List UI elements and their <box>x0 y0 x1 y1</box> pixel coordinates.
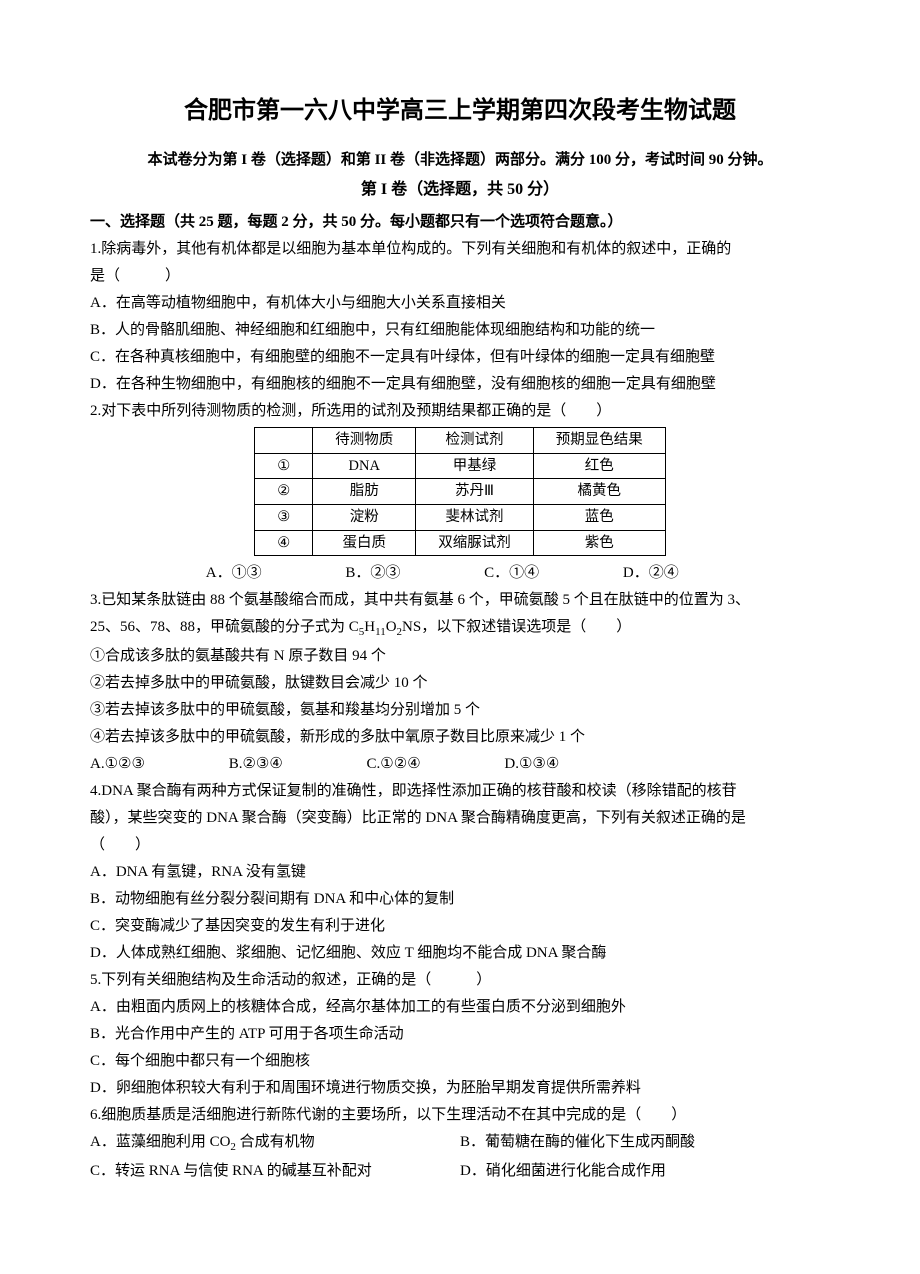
q2-option-b: B．②③ <box>345 560 400 587</box>
section-header: 一、选择题（共 25 题，每题 2 分，共 50 分。每小题都只有一个选项符合题… <box>90 209 830 236</box>
q3-option-d: D.①③④ <box>504 751 559 778</box>
q3-statement-1: ①合成该多肽的氨基酸共有 N 原子数目 94 个 <box>90 643 830 670</box>
q3-option-a: A.①②③ <box>90 751 145 778</box>
q2-options: A．①③ B．②③ C．①④ D．②④ <box>90 560 830 587</box>
q4-stem: 4.DNA 聚合酶有两种方式保证复制的准确性，即选择性添加正确的核苷酸和校读（移… <box>90 778 830 805</box>
q2-option-a: A．①③ <box>206 560 262 587</box>
q4-stem-3: （ ） <box>90 832 830 859</box>
table-cell: 红色 <box>533 453 665 479</box>
q4-option-d: D．人体成熟红细胞、浆细胞、记忆细胞、效应 T 细胞均不能合成 DNA 聚合酶 <box>90 940 830 967</box>
table-cell: 淀粉 <box>313 504 416 530</box>
q3-option-c: C.①②④ <box>367 751 421 778</box>
q2-option-d: D．②④ <box>623 560 679 587</box>
q3-statement-3: ③若去掉该多肽中的甲硫氨酸，氨基和羧基均分别增加 5 个 <box>90 697 830 724</box>
table-header: 待测物质 <box>313 427 416 453</box>
q3-option-b: B.②③④ <box>229 751 283 778</box>
detection-table: 待测物质 检测试剂 预期显色结果 ① DNA 甲基绿 红色 ② 脂肪 苏丹Ⅲ 橘… <box>254 427 666 556</box>
q3-options: A.①②③ B.②③④ C.①②④ D.①③④ <box>90 751 830 778</box>
q1-option-b: B．人的骨骼肌细胞、神经细胞和红细胞中，只有红细胞能体现细胞结构和功能的统一 <box>90 317 830 344</box>
q3-statement-2: ②若去掉多肽中的甲硫氨酸，肽键数目会减少 10 个 <box>90 670 830 697</box>
q5-stem: 5.下列有关细胞结构及生命活动的叙述，正确的是（ ） <box>90 967 830 994</box>
q5-option-b: B．光合作用中产生的 ATP 可用于各项生命活动 <box>90 1021 830 1048</box>
q6-option-a: A．蓝藻细胞利用 CO2 合成有机物 <box>90 1129 460 1158</box>
q5-option-a: A．由粗面内质网上的核糖体合成，经高尔基体加工的有些蛋白质不分泌到细胞外 <box>90 994 830 1021</box>
table-header: 检测试剂 <box>416 427 534 453</box>
q4-stem-2: 酸），某些突变的 DNA 聚合酶（突变酶）比正常的 DNA 聚合酶精确度更高，下… <box>90 805 830 832</box>
table-cell: 苏丹Ⅲ <box>416 479 534 505</box>
table-cell: 双缩脲试剂 <box>416 530 534 556</box>
table-cell: ① <box>255 453 313 479</box>
table-cell: ③ <box>255 504 313 530</box>
q3-stem: 3.已知某条肽链由 88 个氨基酸缩合而成，其中共有氨基 6 个，甲硫氨酸 5 … <box>90 587 830 614</box>
table-cell: 甲基绿 <box>416 453 534 479</box>
q6-option-d: D．硝化细菌进行化能合成作用 <box>460 1158 830 1185</box>
part-header: 第 I 卷（选择题，共 50 分） <box>90 176 830 205</box>
table-cell: ④ <box>255 530 313 556</box>
table-cell: DNA <box>313 453 416 479</box>
q1-stem-2: 是（ ） <box>90 263 830 290</box>
table-cell: 橘黄色 <box>533 479 665 505</box>
table-cell: 蓝色 <box>533 504 665 530</box>
table-header <box>255 427 313 453</box>
q6-option-b: B．葡萄糖在酶的催化下生成丙酮酸 <box>460 1129 830 1158</box>
q1-stem: 1.除病毒外，其他有机体都是以细胞为基本单位构成的。下列有关细胞和有机体的叙述中… <box>90 236 830 263</box>
q2-stem: 2.对下表中所列待测物质的检测，所选用的试剂及预期结果都正确的是（ ） <box>90 398 830 425</box>
table-cell: 斐林试剂 <box>416 504 534 530</box>
q1-option-c: C．在各种真核细胞中，有细胞壁的细胞不一定具有叶绿体，但有叶绿体的细胞一定具有细… <box>90 344 830 371</box>
q3-statement-4: ④若去掉该多肽中的甲硫氨酸，新形成的多肽中氧原子数目比原来减少 1 个 <box>90 724 830 751</box>
q2-option-c: C．①④ <box>484 560 539 587</box>
q5-option-d: D．卵细胞体积较大有利于和周围环境进行物质交换，为胚胎早期发育提供所需养料 <box>90 1075 830 1102</box>
table-cell: 蛋白质 <box>313 530 416 556</box>
table-cell: 脂肪 <box>313 479 416 505</box>
table-header: 预期显色结果 <box>533 427 665 453</box>
document-subtitle: 本试卷分为第 I 卷（选择题）和第 II 卷（非选择题）两部分。满分 100 分… <box>90 147 830 174</box>
table-cell: ② <box>255 479 313 505</box>
q4-option-c: C．突变酶减少了基因突变的发生有利于进化 <box>90 913 830 940</box>
document-title: 合肥市第一六八中学高三上学期第四次段考生物试题 <box>90 90 830 133</box>
q5-option-c: C．每个细胞中都只有一个细胞核 <box>90 1048 830 1075</box>
q6-stem: 6.细胞质基质是活细胞进行新陈代谢的主要场所，以下生理活动不在其中完成的是（ ） <box>90 1102 830 1129</box>
q6-option-c: C．转运 RNA 与信使 RNA 的碱基互补配对 <box>90 1158 460 1185</box>
q4-option-b: B．动物细胞有丝分裂分裂间期有 DNA 和中心体的复制 <box>90 886 830 913</box>
q3-stem-2: 25、56、78、88，甲硫氨酸的分子式为 C5H11O2NS，以下叙述错误选项… <box>90 614 830 643</box>
table-cell: 紫色 <box>533 530 665 556</box>
q4-option-a: A．DNA 有氢键，RNA 没有氢键 <box>90 859 830 886</box>
q1-option-d: D．在各种生物细胞中，有细胞核的细胞不一定具有细胞壁，没有细胞核的细胞一定具有细… <box>90 371 830 398</box>
q1-option-a: A．在高等动植物细胞中，有机体大小与细胞大小关系直接相关 <box>90 290 830 317</box>
